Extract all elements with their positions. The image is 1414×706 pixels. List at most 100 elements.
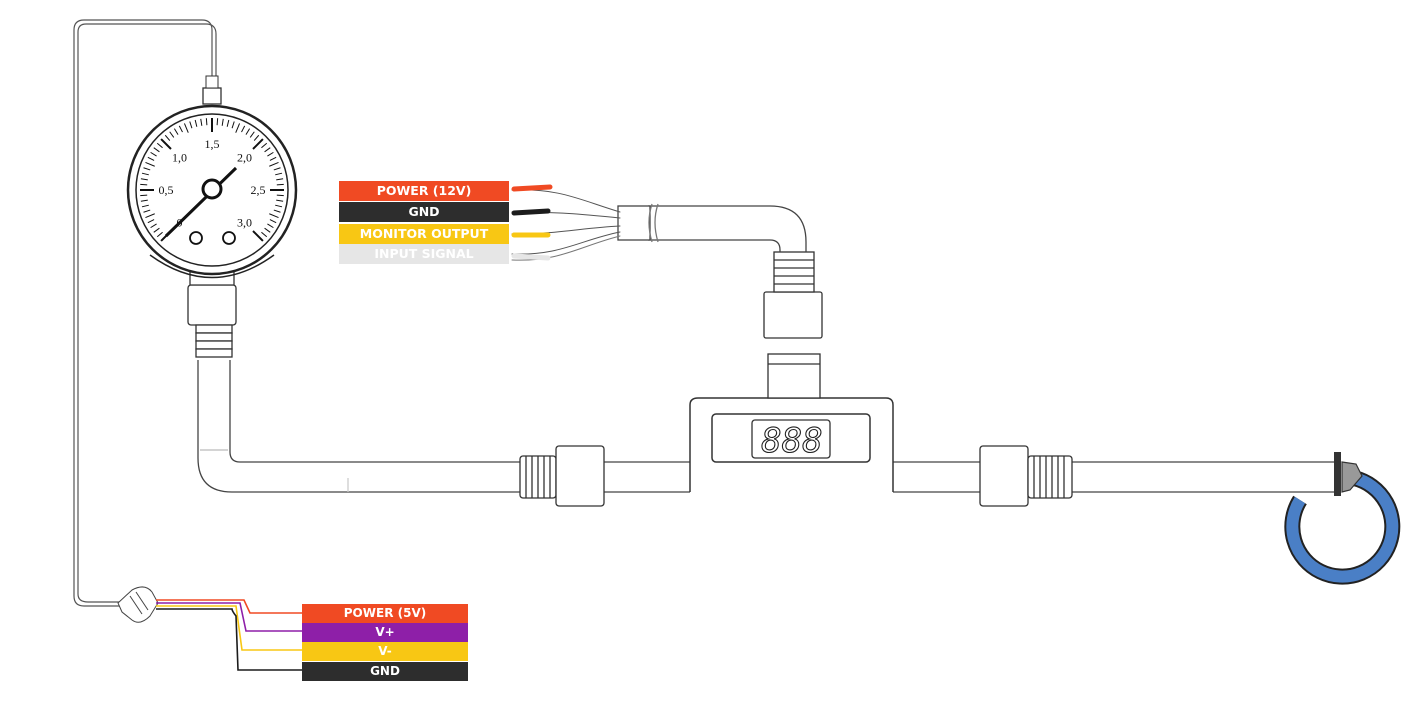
gauge-dial-label: 3,0 <box>237 216 252 230</box>
pressure-gauge: 00,51,01,52,02,53,0 <box>126 75 298 279</box>
gauge-minor-tick <box>200 118 203 126</box>
sensor-cable <box>617 203 807 252</box>
gauge-top-connector <box>202 87 222 105</box>
gauge-minor-tick <box>147 219 155 224</box>
left-coupling <box>519 445 605 507</box>
gauge-dial-label: 2,5 <box>251 183 266 197</box>
gauge-minor-tick <box>221 118 224 126</box>
gauge-minor-tick <box>140 183 148 186</box>
led-display <box>751 419 831 459</box>
gauge-minor-tick <box>140 199 148 202</box>
gauge-minor-tick <box>150 151 157 157</box>
gauge-minor-tick <box>275 204 283 208</box>
wire-label-gnd-12v-text: GND <box>408 204 440 219</box>
gauge-ticks <box>140 118 284 242</box>
gauge-signal-wire <box>73 19 217 607</box>
gauge-minor-tick <box>269 156 277 161</box>
wire-label-v-plus-text: V+ <box>375 625 395 639</box>
gauge-minor-tick <box>169 131 175 138</box>
gauge-minor-tick <box>264 147 271 153</box>
gauge-minor-tick <box>264 227 271 233</box>
wire-label-gnd-12v: GND <box>339 202 509 222</box>
gauge-minor-tick <box>145 161 155 167</box>
wire-label-v-minus: V- <box>302 642 468 661</box>
gauge-minor-tick <box>267 223 274 229</box>
gauge-minor-tick <box>235 123 241 133</box>
wire-label-monitor-output-text: MONITOR OUTPUT <box>359 226 489 241</box>
gauge-minor-tick <box>156 231 163 238</box>
gauge-minor-tick <box>241 125 246 133</box>
led-display-digits: 888 <box>761 421 822 461</box>
wire-label-input-signal: INPUT SIGNAL <box>339 244 509 264</box>
gauge-hose <box>197 360 520 493</box>
gauge-minor-tick <box>164 134 171 141</box>
gauge-minor-tick <box>261 231 268 238</box>
gauge-minor-tick <box>189 121 193 129</box>
gauge-minor-tick <box>276 178 284 181</box>
gauge-dial-label: 1,0 <box>172 150 187 164</box>
flow-sensor-body <box>689 397 894 492</box>
gauge-minor-tick <box>143 167 151 171</box>
gauge-minor-tick <box>150 223 157 229</box>
wire-label-power-12v-text: POWER (12V) <box>376 183 472 198</box>
gauge-hub <box>201 178 223 200</box>
wire-label-input-signal-text: INPUT SIGNAL <box>374 246 474 261</box>
gauge-screw-right <box>222 231 236 245</box>
gauge-minor-tick <box>273 167 281 171</box>
sensor-fanout-wires <box>511 184 621 261</box>
gauge-needle <box>164 166 238 238</box>
gauge-screw-left <box>189 231 203 245</box>
gauge-minor-tick <box>216 118 219 126</box>
wire-label-power-5v: POWER (5V) <box>302 604 468 623</box>
gauge-minor-tick <box>194 119 198 127</box>
gauge-minor-tick <box>205 118 208 126</box>
gauge-minor-tick <box>276 199 284 202</box>
gauge-minor-tick <box>269 219 277 224</box>
sensor-connector <box>763 251 823 399</box>
wire-label-gnd-5v: GND <box>302 662 468 681</box>
gauge-minor-tick <box>275 172 283 176</box>
gauge-minor-tick <box>249 131 255 138</box>
gauge-minor-tick <box>143 209 151 213</box>
gauge-minor-tick <box>183 123 189 133</box>
gauge-minor-tick <box>147 156 155 161</box>
wire-label-gnd-5v-text: GND <box>370 664 400 678</box>
gauge-major-tick <box>252 138 264 150</box>
right-coupling <box>979 445 1073 507</box>
gauge-stem-fitting <box>187 271 237 358</box>
transducer-plug <box>117 586 159 623</box>
gauge-dial-label: 0,5 <box>159 183 174 197</box>
wire-label-v-minus-text: V- <box>378 644 392 658</box>
gauge-minor-tick <box>141 172 149 176</box>
gauge-minor-tick <box>269 161 279 167</box>
gauge-minor-tick <box>140 194 148 197</box>
gauge-minor-tick <box>153 147 160 153</box>
gauge-minor-tick <box>253 134 260 141</box>
gauge-minor-tick <box>276 183 284 186</box>
gauge-minor-tick <box>178 125 183 133</box>
gauge-minor-tick <box>153 227 160 233</box>
gauge-major-tick <box>160 138 172 150</box>
wire-label-v-plus: V+ <box>302 623 468 642</box>
gauge-minor-tick <box>269 213 279 219</box>
wire-label-monitor-output: MONITOR OUTPUT <box>339 224 509 244</box>
gauge-minor-tick <box>226 119 230 127</box>
wire-label-power-12v: POWER (12V) <box>339 181 509 201</box>
gauge-minor-tick <box>156 142 163 149</box>
gauge-minor-tick <box>245 128 251 135</box>
gauge-minor-tick <box>145 213 155 219</box>
gauge-dial-label: 1,5 <box>205 137 220 151</box>
gauge-minor-tick <box>267 151 274 157</box>
gauge-minor-tick <box>140 178 148 181</box>
outlet-hose-loop <box>1284 452 1401 585</box>
gauge-minor-tick <box>261 142 268 149</box>
main-pipe <box>604 461 1336 493</box>
gauge-minor-tick <box>141 204 149 208</box>
transducer-wires <box>156 599 302 671</box>
gauge-minor-tick <box>231 121 235 129</box>
gauge-minor-tick <box>273 209 281 213</box>
wire-label-power-5v-text: POWER (5V) <box>343 606 427 620</box>
gauge-minor-tick <box>173 128 179 135</box>
gauge-minor-tick <box>276 194 284 197</box>
